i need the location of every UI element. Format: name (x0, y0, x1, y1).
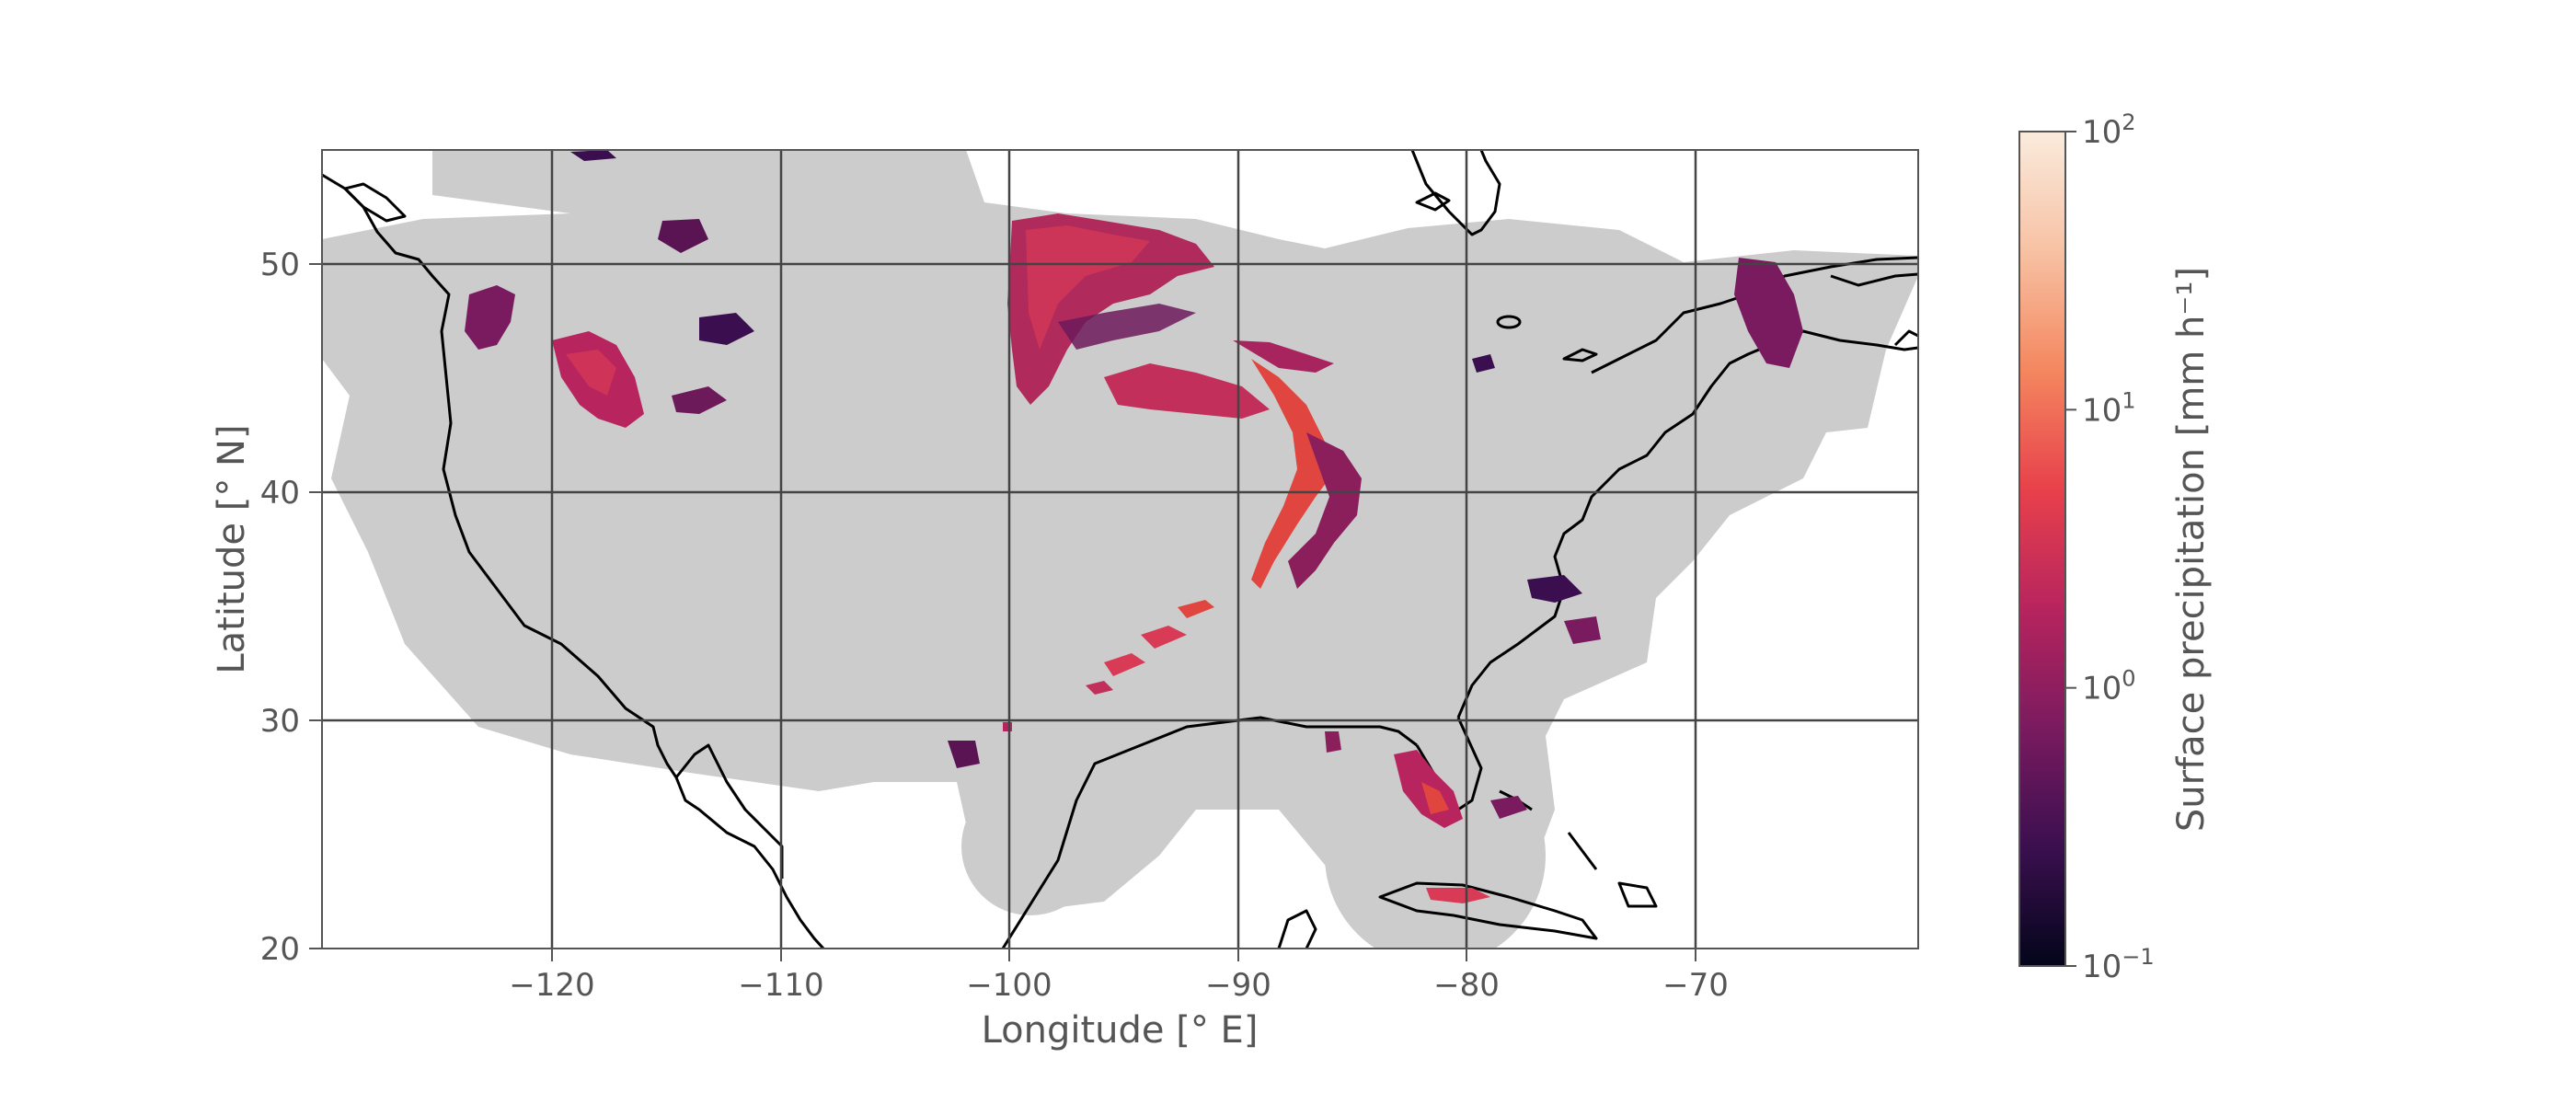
x-tick-labels: −120 −110 −100 −90 −80 −70 (509, 967, 1729, 1004)
y-tick-labels: 20 30 40 50 (260, 247, 300, 968)
colorbar-tick-label: 102 (2082, 109, 2136, 151)
plot-frame (321, 149, 1919, 949)
map-plot-area (322, 150, 1918, 949)
x-tick-label: −70 (1662, 967, 1729, 1004)
colorbar-label: Surface precipitation [mm h⁻¹] (2170, 267, 2213, 832)
tick-marks (309, 263, 1696, 961)
y-axis-label: Latitude [° N] (211, 424, 253, 673)
y-tick-label: 50 (260, 247, 300, 283)
x-tick-label: −80 (1433, 967, 1500, 1004)
y-tick-label: 40 (260, 475, 300, 512)
colorbar-tick-label: 10−1 (2082, 944, 2155, 985)
y-tick-label: 20 (260, 931, 300, 968)
x-tick-label: −100 (966, 967, 1052, 1004)
x-axis-label: Longitude [° E] (982, 1009, 1259, 1052)
radar-coverage-mask (322, 150, 1918, 949)
x-tick-label: −90 (1205, 967, 1271, 1004)
x-tick-label: −120 (509, 967, 594, 1004)
colorbar-ticks (2065, 131, 2076, 967)
colorbar-tick-labels: 10−1 100 101 102 (2082, 109, 2155, 985)
gridlines (322, 150, 1918, 949)
x-tick-label: −110 (738, 967, 823, 1004)
precipitation-field (465, 150, 1803, 903)
colorbar-gradient (2018, 131, 2066, 967)
colorbar: 10−1 100 101 102 Surface precipitation [mm … (2018, 109, 2213, 985)
y-tick-label: 30 (260, 703, 300, 740)
colorbar-tick-label: 101 (2082, 387, 2136, 429)
colorbar-tick-label: 100 (2082, 666, 2136, 707)
